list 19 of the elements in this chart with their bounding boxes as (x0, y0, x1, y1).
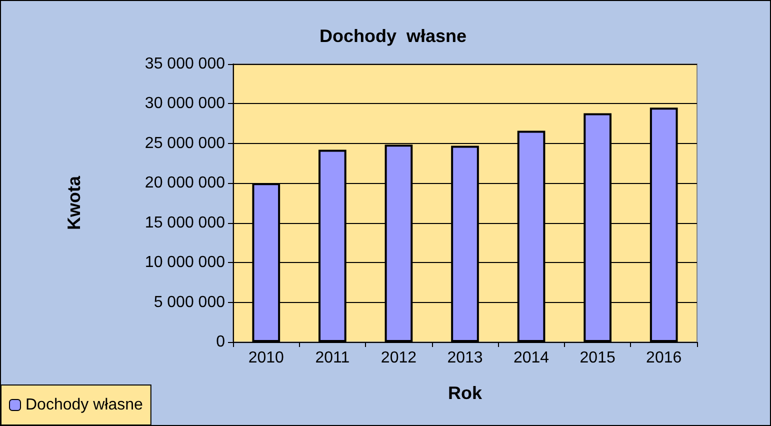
x-tick-label: 2012 (380, 350, 417, 366)
x-tick-label: 2016 (646, 350, 682, 366)
y-tick-label: 20 000 000 (144, 174, 226, 192)
y-tick-label: 0 (216, 334, 226, 350)
x-tick-label: 2014 (513, 350, 550, 366)
y-tick-label: 35 000 000 (144, 56, 226, 72)
x-tick-label: 2010 (248, 350, 284, 366)
y-tick-label: 15 000 000 (144, 214, 226, 232)
y-axis-title: Kwota (64, 175, 84, 230)
y-tick-label: 5 000 000 (154, 294, 226, 311)
x-tick-label: 2011 (315, 350, 350, 366)
y-tick-label: 25 000 000 (144, 134, 226, 152)
chart-title: Dochody własne (319, 26, 467, 46)
legend-label: Dochody własne (26, 396, 143, 414)
x-axis-title: Rok (448, 383, 483, 403)
y-tick-label: 30 000 000 (144, 95, 226, 112)
x-tick-label: 2015 (580, 350, 616, 366)
x-tick-label: 2013 (447, 350, 483, 366)
y-tick-label: 10 000 000 (144, 254, 226, 272)
